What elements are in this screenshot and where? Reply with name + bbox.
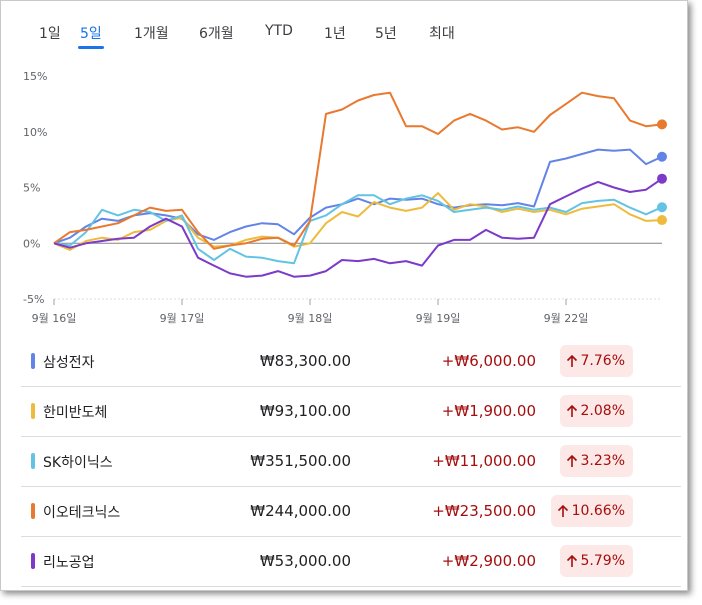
stock-price: ₩53,000.00 — [259, 552, 351, 570]
percent-text: 7.76% — [580, 353, 625, 369]
chart: 15% 10% 5% 0% -5% 9월 16일 9월 17일 9월 18일 9월 19일 9월 … — [23, 70, 667, 325]
end-dot — [657, 151, 667, 162]
color-marker — [31, 403, 35, 419]
stock-name: 삼성전자 — [43, 355, 95, 371]
stock-name: 리노공업 — [43, 555, 95, 571]
stock-row[interactable]: 리노공업 ₩53,000.00 +₩2,900.00 5.79% — [21, 537, 681, 587]
y-tick-label: 5% — [23, 182, 40, 195]
range-tab[interactable]: 1년 — [324, 26, 346, 42]
stock-price: ₩93,100.00 — [259, 402, 351, 420]
x-tick-label: 9월 16일 — [32, 311, 77, 325]
up-arrow — [566, 354, 577, 367]
price-change: +₩6,000.00 — [441, 352, 536, 370]
price-change: +₩11,000.00 — [432, 452, 536, 470]
screen: 1일 5일 1개월 6개월 YTD 1년 5년 최대 15% 10% 5% 0% -5% 9월 16일 9… — [0, 0, 688, 591]
stock-row[interactable]: 삼성전자 ₩83,300.00 +₩6,000.00 7.76% — [21, 337, 681, 387]
arrow-path — [566, 454, 577, 467]
series-line — [53, 177, 663, 278]
range-tab[interactable]: 5년 — [375, 26, 397, 42]
percent-change: 10.66% — [550, 495, 633, 527]
stock-name: SK하이닉스 — [43, 455, 113, 471]
stock-price: ₩244,000.00 — [250, 502, 351, 520]
arrow-path — [566, 404, 577, 417]
end-dot — [657, 215, 667, 226]
range-tab[interactable]: 6개월 — [199, 26, 234, 42]
stock-price: ₩351,500.00 — [250, 452, 351, 470]
percent-change: 7.76% — [559, 345, 633, 377]
color-marker — [31, 453, 35, 469]
range-tab[interactable]: 5일 — [78, 23, 104, 49]
y-tick-label: 0% — [23, 237, 40, 250]
stock-name: 한미반도체 — [43, 405, 108, 421]
end-dot — [657, 119, 667, 130]
price-change: +₩2,900.00 — [441, 552, 536, 570]
x-tick-label: 9월 18일 — [288, 311, 333, 325]
x-tick-label: 9월 22일 — [544, 311, 589, 325]
color-marker — [31, 553, 35, 569]
percent-change: 3.23% — [559, 445, 633, 477]
price-change: +₩1,900.00 — [441, 402, 536, 420]
stock-row[interactable]: SK하이닉스 ₩351,500.00 +₩11,000.00 3.23% — [21, 437, 681, 487]
range-tab[interactable]: 1일 — [39, 26, 61, 42]
y-tick-label: 15% — [23, 70, 47, 83]
color-marker — [31, 503, 35, 519]
percent-text: 5.79% — [580, 553, 625, 569]
arrow-path — [566, 554, 577, 567]
color-marker — [31, 353, 35, 369]
y-tick-label: 10% — [23, 126, 47, 139]
series-line — [53, 192, 663, 251]
percent-text: 2.08% — [580, 403, 625, 419]
range-tab[interactable]: YTD — [265, 23, 293, 39]
series-line — [53, 194, 663, 265]
range-tab[interactable]: 최대 — [429, 26, 455, 42]
stock-row[interactable]: 이오테크닉스 ₩244,000.00 +₩23,500.00 10.66% — [21, 487, 681, 537]
up-arrow — [566, 454, 577, 467]
percent-text: 3.23% — [580, 453, 625, 469]
up-arrow — [557, 504, 568, 517]
end-dot — [657, 173, 667, 184]
percent-change: 2.08% — [559, 395, 633, 427]
arrow-path — [557, 504, 568, 517]
x-tick-label: 9월 17일 — [160, 311, 205, 325]
up-arrow — [566, 404, 577, 417]
end-dot — [657, 202, 667, 213]
percent-change: 5.79% — [559, 545, 633, 577]
y-tick-label: -5% — [23, 293, 44, 306]
arrow-path — [566, 354, 577, 367]
series-line — [53, 91, 663, 250]
stock-name: 이오테크닉스 — [43, 505, 121, 521]
price-change: +₩23,500.00 — [432, 502, 536, 520]
up-arrow — [566, 554, 577, 567]
x-tick-label: 9월 19일 — [416, 311, 461, 325]
stock-row[interactable]: 한미반도체 ₩93,100.00 +₩1,900.00 2.08% — [21, 387, 681, 437]
percent-text: 10.66% — [571, 503, 625, 519]
range-tab[interactable]: 1개월 — [134, 26, 169, 42]
stock-price: ₩83,300.00 — [259, 352, 351, 370]
stock-list: 삼성전자 ₩83,300.00 +₩6,000.00 7.76% 한미반도체 ₩93,10… — [21, 337, 681, 587]
